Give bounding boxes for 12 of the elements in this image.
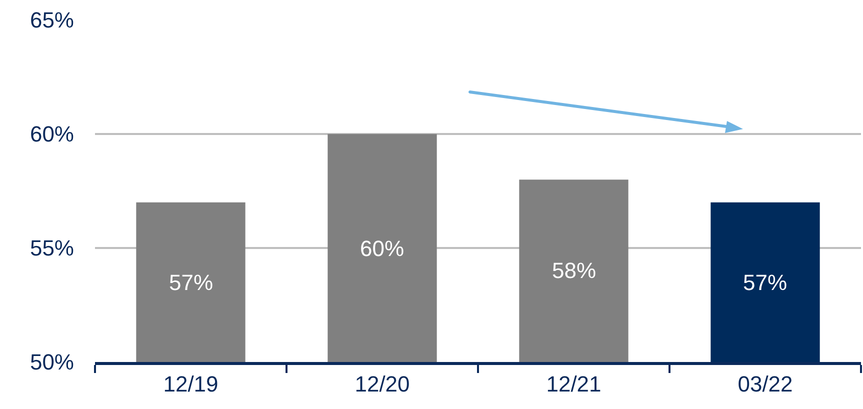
y-tick-label: 60% bbox=[30, 122, 74, 147]
y-tick-label: 50% bbox=[30, 350, 74, 375]
x-tick-label: 12/21 bbox=[546, 371, 602, 396]
y-tick-label: 55% bbox=[30, 236, 74, 261]
data-label: 58% bbox=[552, 258, 596, 283]
y-tick-label: 65% bbox=[30, 8, 74, 33]
x-tick-label: 12/19 bbox=[163, 371, 218, 396]
data-label: 57% bbox=[169, 270, 214, 295]
x-tick-label: 12/20 bbox=[354, 371, 410, 396]
data-label: 57% bbox=[743, 270, 788, 295]
data-label: 60% bbox=[360, 236, 404, 261]
x-tick-label: 03/22 bbox=[738, 371, 793, 396]
